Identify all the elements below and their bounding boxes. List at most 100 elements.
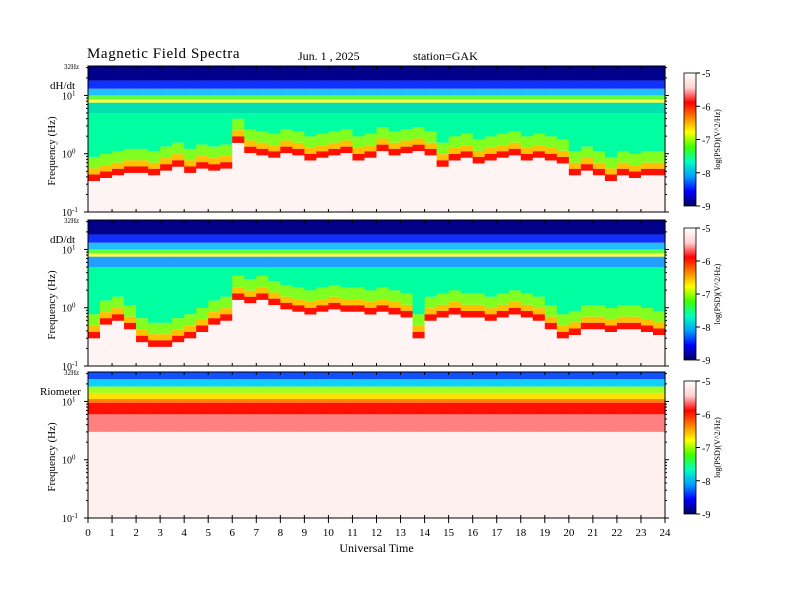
x-tick-label: 0 <box>85 527 91 539</box>
spectrogram-column <box>256 372 269 518</box>
spectrogram-column <box>496 372 510 518</box>
spectrogram-column <box>652 372 666 518</box>
spectrogram-column <box>628 66 642 212</box>
y-tick-label: 100 <box>62 454 76 467</box>
spectrogram-column <box>304 372 317 518</box>
spectrogram-column <box>604 220 618 366</box>
spectrogram-column <box>472 220 486 366</box>
spectrogram-column <box>496 220 510 366</box>
spectrogram-column <box>376 66 390 212</box>
x-tick-label: 20 <box>563 527 575 539</box>
spectrogram-column <box>652 66 666 212</box>
spectrogram-column <box>616 220 630 366</box>
spectrogram-column <box>352 372 366 518</box>
spectrogram-column <box>412 220 426 366</box>
y-tick-label: 10-1 <box>62 360 78 373</box>
colorbar: -5 -6 -7 -8 -9 log(PSD)(V^2/Hz) <box>683 377 722 521</box>
spectrogram-column <box>100 372 113 518</box>
spectrogram-column <box>280 66 293 212</box>
spectrogram-column <box>172 372 185 518</box>
spectrogram-column <box>340 66 354 212</box>
spectrogram-column <box>484 66 498 212</box>
spectrogram-column <box>628 372 642 518</box>
spectrogram-column <box>556 66 570 212</box>
x-tick-label: 3 <box>157 527 163 539</box>
spectrogram-column <box>208 66 221 212</box>
x-tick-label: 24 <box>660 527 672 539</box>
spectrogram-column <box>544 220 558 366</box>
panel-label: dH/dt <box>50 80 75 92</box>
x-tick-label: 7 <box>254 527 260 539</box>
panel-label: dD/dt <box>50 234 75 246</box>
spectrogram-column <box>616 66 630 212</box>
spectrogram-column <box>256 66 269 212</box>
spectrogram-column <box>316 220 330 366</box>
spectrogram-column <box>148 372 161 518</box>
spectrogram-column <box>196 220 209 366</box>
spectrogram-column <box>148 220 161 366</box>
spectrogram-column <box>268 220 281 366</box>
y-tick-label: 101 <box>62 243 76 256</box>
spectrogram-column <box>376 220 390 366</box>
x-tick-label: 21 <box>587 527 598 539</box>
spectrogram-column <box>316 66 330 212</box>
spectrogram-column <box>136 220 149 366</box>
spectrogram-column <box>508 220 522 366</box>
top-frequency-label: 32Hz <box>64 63 79 71</box>
spectrogram-column <box>352 66 366 212</box>
spectrogram-column <box>592 372 606 518</box>
x-tick-label: 14 <box>419 527 431 539</box>
spectrogram-column <box>280 220 293 366</box>
spectrogram-column <box>400 220 414 366</box>
spectrogram-column <box>616 372 630 518</box>
spectrogram-column <box>88 66 101 212</box>
spectrogram-column <box>292 220 305 366</box>
spectrogram-column <box>412 372 426 518</box>
spectrogram-column <box>184 66 197 212</box>
colorbar-tick-label: -5 <box>702 377 710 388</box>
colorbar-label: log(PSD)(V^2/Hz) <box>713 263 722 324</box>
spectrogram-column <box>364 220 378 366</box>
spectrogram-column <box>520 372 534 518</box>
colorbar-gradient <box>683 380 697 515</box>
station-label: station=GAK <box>413 49 478 63</box>
spectrogram-column <box>124 372 137 518</box>
spectrogram-column <box>184 372 197 518</box>
spectrogram-column <box>292 372 305 518</box>
x-tick-label: 18 <box>515 527 527 539</box>
x-tick-label: 16 <box>467 527 479 539</box>
x-tick-label: 23 <box>635 527 647 539</box>
spectrogram-column <box>364 372 378 518</box>
x-tick-label: 6 <box>230 527 236 539</box>
x-tick-label: 8 <box>278 527 284 539</box>
spectrogram-column <box>400 372 414 518</box>
date-label: Jun. 1 , 2025 <box>298 49 360 63</box>
spectrogram-column <box>472 66 486 212</box>
spectrogram-column <box>544 372 558 518</box>
spectrogram-column <box>160 66 173 212</box>
x-tick-label: 19 <box>539 527 551 539</box>
spectrogram-column <box>568 66 582 212</box>
colorbar-tick-label: -8 <box>702 169 710 180</box>
spectrogram-column <box>652 220 666 366</box>
x-tick-label: 5 <box>205 527 211 539</box>
spectrogram-column <box>436 220 450 366</box>
top-frequency-label: 32Hz <box>64 369 79 377</box>
colorbar-tick-label: -6 <box>702 257 710 268</box>
spectrogram-column <box>244 66 257 212</box>
spectrogram-column <box>196 372 209 518</box>
spectrogram-column <box>592 66 606 212</box>
spectrogram-column <box>304 220 317 366</box>
colorbar-tick-label: -8 <box>702 323 710 334</box>
spectrogram-column <box>448 220 462 366</box>
spectrogram-column <box>520 220 534 366</box>
colorbar-tick-label: -6 <box>702 410 710 421</box>
spectrogram-column <box>544 66 558 212</box>
spectrogram-column <box>100 66 113 212</box>
colorbar-gradient <box>683 227 697 361</box>
spectrogram-column <box>424 220 438 366</box>
spectrogram-column <box>460 66 474 212</box>
spectrogram-column <box>376 372 390 518</box>
spectrogram-column <box>604 66 618 212</box>
spectrogram-column <box>400 66 414 212</box>
